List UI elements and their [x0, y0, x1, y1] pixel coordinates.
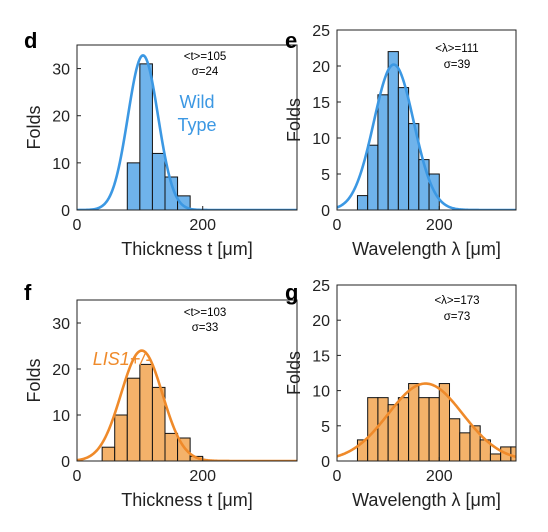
y-tick-label: 30	[52, 62, 70, 79]
sigma-stat: σ=24	[192, 66, 219, 78]
y-tick-label: 20	[52, 109, 70, 126]
histogram-bar	[459, 432, 471, 461]
histogram-bars	[356, 383, 516, 461]
histogram-bar	[408, 383, 420, 461]
histogram-bars	[101, 363, 204, 461]
genotype-annotation: LIS1+/-	[93, 349, 152, 369]
y-tick-label: 25	[312, 278, 330, 295]
mean-stat: <t>=105	[184, 51, 227, 63]
histogram-bar	[114, 414, 128, 461]
histogram-bar	[449, 418, 461, 461]
gaussian-fit-line	[337, 382, 516, 459]
y-tick-label: 0	[61, 454, 70, 471]
histogram-bar	[418, 397, 430, 461]
sigma-stat: σ=39	[444, 59, 471, 71]
y-axis-label: Folds	[24, 105, 44, 149]
histogram-bar	[164, 176, 179, 210]
y-tick-label: 15	[312, 348, 330, 365]
panel-f: 0 10 20 30 0 200 Thickness t [μm] Folds f <t>=103…	[24, 280, 298, 510]
panel-letter: g	[285, 280, 298, 305]
panel-d: 0 10 20 30 0 200 Thickness t [μm] Folds d <t>=105…	[24, 28, 298, 259]
x-tick-label: 200	[189, 468, 216, 485]
panel-g: 0 5 10 15 20 25 0 200 Wavelength λ [μm] Folds g <λ>…	[284, 278, 517, 510]
y-tick-label: 10	[52, 408, 70, 425]
panel-letter: e	[285, 28, 297, 53]
panel-e: 0 5 10 15 20 25 0 200 Wavelength λ [μm] Folds e <λ>…	[284, 23, 517, 259]
histogram-bars	[126, 63, 191, 210]
x-axis-label: Wavelength λ [μm]	[352, 490, 501, 510]
histogram-bar	[139, 363, 153, 461]
x-tick-label: 200	[189, 217, 216, 234]
x-tick-label: 200	[426, 468, 453, 485]
histogram-bar	[367, 144, 379, 210]
y-tick-label: 10	[52, 156, 70, 173]
histogram-bar	[397, 87, 410, 210]
histogram-bar	[387, 51, 399, 210]
x-tick-label: 0	[333, 468, 342, 485]
y-tick-label: 20	[312, 313, 330, 330]
genotype-annotation: Type	[177, 115, 216, 135]
y-tick-label: 25	[312, 23, 330, 40]
y-tick-label: 15	[312, 95, 330, 112]
plot-frame	[336, 29, 517, 211]
plot-frame	[336, 284, 517, 462]
histogram-bar	[126, 377, 141, 461]
genotype-annotation: Wild	[180, 92, 215, 112]
gaussian-fit-line	[337, 63, 516, 210]
x-tick-label: 0	[73, 217, 82, 234]
x-axis-label: Thickness t [μm]	[121, 490, 252, 510]
y-tick-label: 10	[312, 384, 330, 401]
x-tick-label: 0	[73, 468, 82, 485]
histogram-bar	[377, 94, 389, 210]
histogram-bar	[377, 397, 389, 461]
panel-letter: f	[24, 280, 32, 305]
x-axis-label: Thickness t [μm]	[121, 239, 252, 259]
y-axis-label: Folds	[284, 98, 304, 142]
y-axis-label: Folds	[284, 351, 304, 395]
gaussian-fit-line	[77, 349, 297, 461]
histogram-bar	[428, 397, 440, 461]
y-axis-label: Folds	[24, 358, 44, 402]
histogram-bar	[489, 453, 502, 461]
y-tick-label: 0	[321, 203, 330, 220]
y-tick-label: 5	[321, 167, 330, 184]
sigma-stat: σ=73	[444, 311, 471, 323]
panel-letter: d	[24, 28, 37, 53]
mean-stat: <t>=103	[184, 307, 227, 319]
y-tick-label: 20	[52, 362, 70, 379]
y-tick-label: 0	[61, 203, 70, 220]
histogram-bar	[164, 432, 179, 461]
plot-frame	[76, 44, 298, 211]
mean-stat: <λ>=111	[435, 43, 478, 55]
y-tick-label: 0	[321, 454, 330, 471]
y-tick-label: 5	[321, 419, 330, 436]
x-axis-label: Wavelength λ [μm]	[352, 239, 501, 259]
histogram-bar	[101, 446, 116, 461]
mean-stat: <λ>=173	[434, 295, 479, 307]
histogram-bars	[356, 51, 440, 210]
y-tick-label: 20	[312, 59, 330, 76]
histogram-bar	[126, 162, 141, 210]
histogram-bar	[151, 152, 166, 210]
histogram-bar	[139, 63, 153, 210]
gaussian-fit-line	[77, 53, 297, 210]
x-tick-label: 0	[333, 217, 342, 234]
y-tick-label: 30	[52, 316, 70, 333]
plot-frame	[76, 299, 298, 462]
x-tick-label: 200	[426, 217, 453, 234]
histogram-bar	[356, 195, 369, 210]
y-tick-label: 10	[312, 131, 330, 148]
histogram-bar	[397, 397, 410, 461]
sigma-stat: σ=33	[192, 322, 219, 334]
